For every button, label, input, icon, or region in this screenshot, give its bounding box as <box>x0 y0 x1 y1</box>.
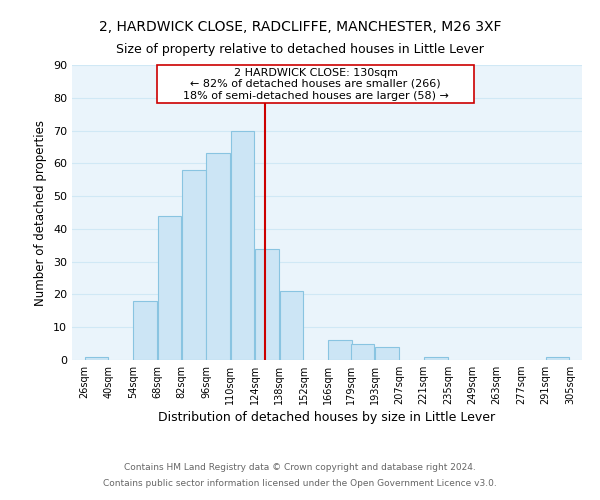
Text: ← 82% of detached houses are smaller (266): ← 82% of detached houses are smaller (26… <box>190 79 441 89</box>
Bar <box>255 248 278 360</box>
Bar <box>231 130 254 360</box>
Text: Contains public sector information licensed under the Open Government Licence v3: Contains public sector information licen… <box>103 478 497 488</box>
Bar <box>376 347 399 360</box>
Bar <box>85 356 108 360</box>
FancyBboxPatch shape <box>157 65 474 102</box>
Text: 18% of semi-detached houses are larger (58) →: 18% of semi-detached houses are larger (… <box>183 91 449 101</box>
X-axis label: Distribution of detached houses by size in Little Lever: Distribution of detached houses by size … <box>158 412 496 424</box>
Bar <box>133 301 157 360</box>
Y-axis label: Number of detached properties: Number of detached properties <box>34 120 47 306</box>
Text: 2 HARDWICK CLOSE: 130sqm: 2 HARDWICK CLOSE: 130sqm <box>233 68 398 78</box>
Bar <box>280 291 303 360</box>
Bar <box>351 344 374 360</box>
Text: 2, HARDWICK CLOSE, RADCLIFFE, MANCHESTER, M26 3XF: 2, HARDWICK CLOSE, RADCLIFFE, MANCHESTER… <box>99 20 501 34</box>
Bar <box>424 356 448 360</box>
Bar <box>328 340 352 360</box>
Text: Size of property relative to detached houses in Little Lever: Size of property relative to detached ho… <box>116 42 484 56</box>
Bar <box>158 216 181 360</box>
Bar <box>182 170 206 360</box>
Bar <box>546 356 569 360</box>
Text: Contains HM Land Registry data © Crown copyright and database right 2024.: Contains HM Land Registry data © Crown c… <box>124 464 476 472</box>
Bar <box>206 154 230 360</box>
